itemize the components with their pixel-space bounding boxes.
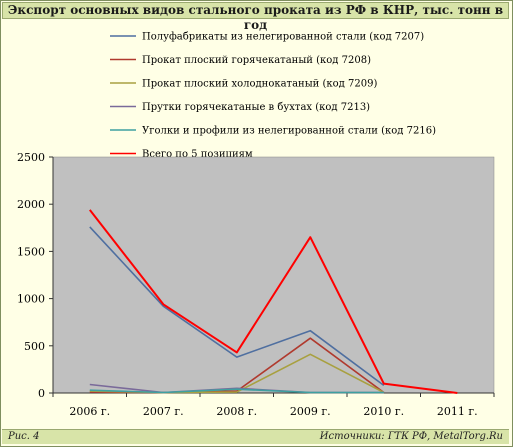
- x-tick-label: 2009 г.: [290, 405, 331, 418]
- x-axis: 2006 г. 2007 г. 2008 г. 2009 г. 2010 г. 2011 …: [52, 392, 495, 418]
- figure-label: Рис. 4: [8, 431, 40, 442]
- footer-bar: Рис. 4 Источники: ГТК РФ, MetalTorg.Ru: [2, 429, 509, 444]
- y-axis: 0 500 1000 1500 2000 2500: [17, 151, 54, 400]
- legend-label: Всего по 5 позициям: [142, 149, 253, 160]
- chart-title-bar: Экспорт основных видов стального проката…: [2, 2, 509, 32]
- legend-label: Прутки горячекатаные в бухтах (код 7213): [142, 102, 370, 113]
- source-note: Источники: ГТК РФ, MetalTorg.Ru: [319, 431, 503, 442]
- y-tick-label: 2500: [17, 151, 45, 164]
- x-tick-label: 2008 г.: [216, 405, 257, 418]
- legend-label: Уголки и профили из нелегированной стали…: [142, 126, 436, 137]
- legend: Полуфабрикаты из нелегированной стали (к…: [110, 32, 436, 160]
- y-tick-label: 1000: [17, 293, 45, 306]
- series-line-5: [89, 388, 384, 394]
- y-tick-label: 1500: [17, 245, 45, 258]
- series-line-1: [89, 226, 385, 387]
- line-chart: Полуфабрикаты из нелегированной стали (к…: [17, 32, 495, 418]
- y-tick-label: 0: [38, 387, 45, 400]
- y-tick-label: 2000: [17, 198, 45, 211]
- chart-title: Экспорт основных видов стального проката…: [7, 3, 504, 32]
- series-lines: [89, 209, 458, 394]
- x-tick-label: 2006 г.: [69, 405, 110, 418]
- plot-area: [52, 156, 495, 394]
- legend-label: Прокат плоский горячекатаный (код 7208): [142, 55, 371, 66]
- legend-label: Полуфабрикаты из нелегированной стали (к…: [142, 32, 424, 43]
- y-tick-label: 500: [24, 340, 45, 353]
- x-tick-label: 2007 г.: [143, 405, 184, 418]
- x-tick-label: 2011 г.: [437, 405, 478, 418]
- series-line-6: [89, 209, 458, 394]
- x-tick-label: 2010 г.: [363, 405, 404, 418]
- legend-label: Прокат плоский холоднокатаный (код 7209): [142, 79, 377, 90]
